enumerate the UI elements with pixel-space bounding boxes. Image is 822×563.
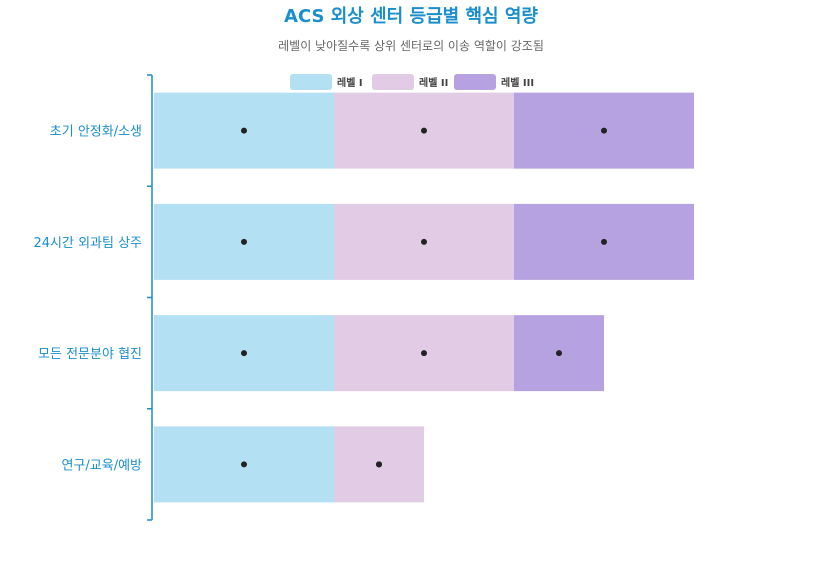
legend-swatch: [454, 74, 496, 90]
legend-swatch: [290, 74, 332, 90]
y-tick-label: 초기 안정화/소생: [50, 125, 142, 140]
data-point: [241, 350, 247, 357]
data-point: [241, 127, 247, 134]
data-point: [241, 238, 247, 245]
y-tick-label: 24시간 외과팀 상주: [33, 236, 142, 251]
data-point: [601, 127, 607, 134]
data-point: [421, 127, 427, 134]
legend-item: 레벨 II: [372, 74, 448, 90]
data-point: [376, 461, 382, 468]
data-point: [421, 238, 427, 245]
legend-label: 레벨 II: [419, 76, 448, 89]
legend-label: 레벨 I: [337, 76, 363, 89]
y-tick-label: 연구/교육/예방: [61, 458, 142, 473]
data-point: [601, 238, 607, 245]
legend-item: 레벨 I: [290, 74, 363, 90]
data-point: [421, 350, 427, 357]
legend-swatch: [372, 74, 414, 90]
chart-title: ACS 외상 센터 등급별 핵심 역량: [284, 6, 538, 27]
legend: 레벨 I 레벨 II 레벨 III: [290, 74, 534, 90]
markers-layer: [241, 127, 607, 468]
data-point: [556, 350, 562, 357]
data-point: [241, 461, 247, 468]
legend-label: 레벨 III: [501, 76, 534, 89]
chart-subtitle: 레벨이 낮아질수록 상위 센터로의 이송 역할이 강조됨: [278, 39, 544, 53]
y-tick-label: 모든 전문분야 협진: [38, 347, 142, 362]
legend-item: 레벨 III: [454, 74, 534, 90]
bars-layer: [154, 92, 694, 503]
